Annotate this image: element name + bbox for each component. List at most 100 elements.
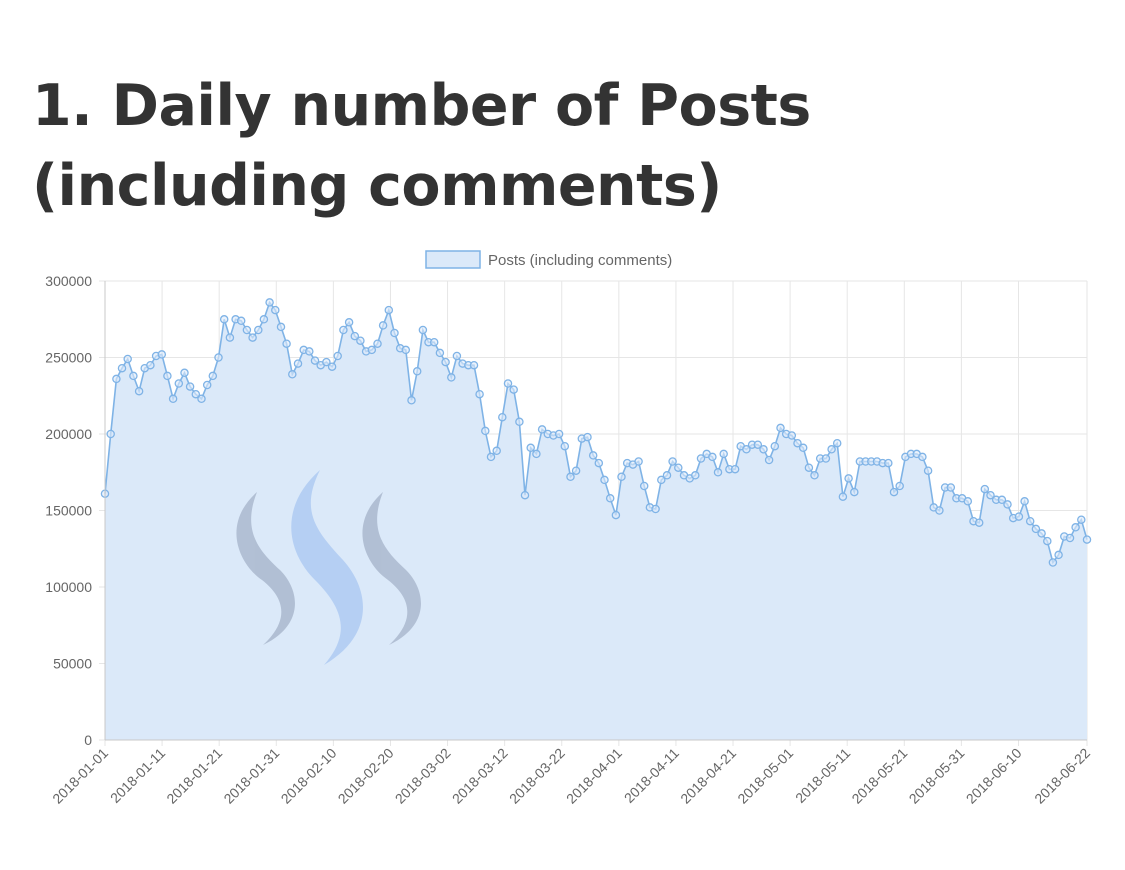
data-point [770,441,780,451]
data-point [412,367,422,376]
data-point [1082,535,1092,544]
data-point [1037,529,1046,538]
data-point [1014,512,1024,521]
x-tick-label: 2018-02-20 [335,745,397,807]
data-point [208,371,218,381]
x-tick-label: 2018-01-01 [49,745,111,807]
data-point [850,487,859,497]
data-point [827,445,836,454]
data-point [123,354,132,364]
data-point [106,429,115,439]
data-point [407,396,416,405]
data-point [696,454,706,463]
data-point [1071,523,1080,532]
y-axis-tick-labels: 0 50000 100000 150000 200000 250000 300000 [45,273,92,748]
data-point [384,305,394,315]
data-point [844,474,853,483]
data-point [674,463,683,472]
data-point [259,315,269,324]
legend: Posts (including comments) [425,250,672,269]
data-point [1065,533,1075,543]
data-point [1020,497,1029,506]
series-points [100,298,1092,567]
data-point [657,475,666,485]
data-point [963,497,973,506]
x-tick-label: 2018-01-11 [107,745,168,806]
data-point [810,471,819,480]
y-tick-label: 50000 [53,656,92,672]
data-point [889,487,899,497]
data-point [356,336,365,345]
y-tick-label: 150000 [45,503,92,519]
data-point [265,298,274,307]
legend-label: Posts (including comments) [488,252,672,269]
data-point [435,348,445,358]
data-point [1031,524,1041,534]
data-point [997,495,1007,505]
data-point [305,347,314,356]
data-point [895,481,904,491]
data-point [276,322,286,332]
y-tick-label: 300000 [45,273,92,289]
data-point [980,484,990,494]
data-point [708,452,717,462]
data-point [339,325,348,335]
data-point [918,452,927,462]
data-point [327,362,337,371]
data-point [378,321,388,330]
data-point [560,441,570,451]
data-point [219,315,229,324]
data-point [452,351,462,361]
data-point [759,445,768,454]
data-point [157,350,167,359]
data-point [742,445,751,454]
data-point [242,325,252,335]
data-point [793,438,802,448]
data-point [390,328,399,338]
x-tick-label: 2018-05-21 [848,745,910,807]
data-point [469,360,479,370]
data-point [946,483,956,492]
x-tick-label: 2018-04-11 [621,745,682,806]
data-point [662,471,672,480]
data-point [282,339,291,348]
data-point [787,431,797,440]
logo-wave-left [236,492,295,645]
data-point [486,452,496,462]
x-tick-label: 2018-01-21 [163,745,225,807]
data-point [583,432,592,442]
data-point [1054,550,1063,560]
x-tick-label: 2018-05-01 [734,745,796,807]
data-point [475,389,484,399]
data-point [884,458,893,468]
data-point [447,373,456,382]
data-point [288,370,297,379]
data-point [935,506,944,515]
x-tick-label: 2018-04-21 [677,745,739,807]
data-point [594,458,604,468]
data-point [146,360,155,370]
data-point [174,379,184,388]
legend-swatch [425,250,481,269]
data-point [293,359,303,368]
data-point [713,468,723,477]
data-point [515,417,524,427]
x-tick-label: 2018-03-02 [392,745,454,807]
data-point [974,518,984,527]
data-point [634,457,643,466]
data-point [163,371,172,381]
posts-area-chart: Posts (including comments) 0 50000 100000 1… [45,250,1093,807]
data-point [117,363,127,373]
data-point [1025,516,1035,526]
data-point [350,331,360,341]
logo-wave-right [362,492,421,645]
data-point [600,475,609,485]
data-point [401,345,411,355]
data-point [322,357,331,367]
data-point [776,423,785,433]
data-point [367,345,377,355]
y-tick-label: 100000 [45,579,92,595]
x-tick-label: 2018-04-01 [563,745,625,807]
data-point [537,425,547,434]
data-point [520,490,530,500]
